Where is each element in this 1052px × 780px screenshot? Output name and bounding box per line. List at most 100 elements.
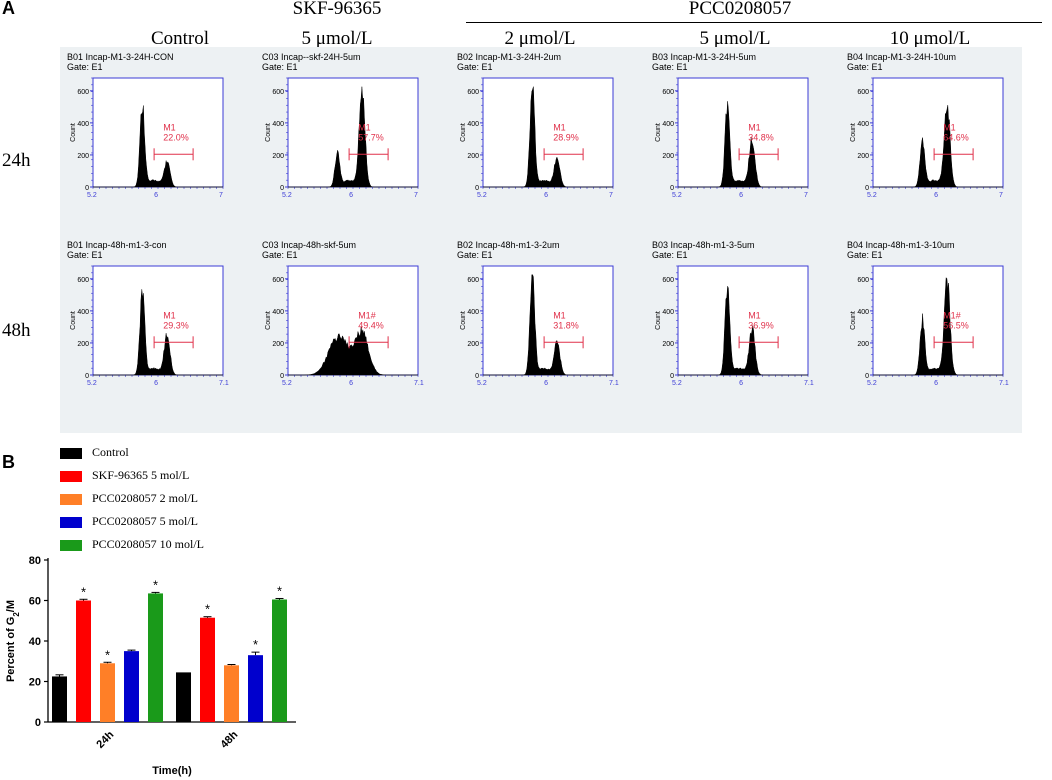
flow-panel: B02 Incap-48h-m1-3-2um Gate: E1 0 200 400 600… — [455, 240, 635, 390]
x-tick-label: 5.2 — [672, 380, 682, 387]
x-tick-label: 7 — [804, 192, 808, 199]
x-tick-label: 5.2 — [282, 192, 292, 199]
histogram-area — [483, 86, 613, 188]
pcc-group-line — [466, 22, 1042, 23]
bar — [124, 651, 139, 722]
flow-panel-gate: Gate: E1 — [652, 250, 688, 260]
y-tick-label: 600 — [662, 277, 674, 284]
legend-item-pcc-5: PCC0208057 5 mol/L — [60, 514, 204, 537]
flow-panel-gate: Gate: E1 — [652, 62, 688, 72]
x-tick-label: 6 — [349, 380, 353, 387]
flow-panel-title: C03 Incap-48h-skf-5um — [262, 240, 357, 250]
y-axis-label: Count — [655, 311, 662, 330]
bar — [176, 672, 191, 722]
gate-percent: 34.8% — [748, 132, 774, 142]
plot-frame — [92, 77, 224, 188]
histogram-area — [873, 104, 1003, 188]
y-tick-label: 400 — [272, 309, 284, 316]
gate-marker-label: M1 — [358, 122, 371, 132]
y-tick-label: 600 — [77, 277, 89, 284]
y-tick-label: 600 — [272, 277, 284, 284]
y-tick-label: 0 — [85, 185, 89, 192]
significance-mark: * — [205, 602, 210, 617]
flow-panel: C03 Incap--skf-24H-5um Gate: E1 0 200 400 600… — [260, 52, 440, 202]
plot-frame — [677, 265, 809, 376]
x-tick-label: 7.1 — [219, 380, 229, 387]
gate-percent: 28.9% — [553, 132, 579, 142]
histogram-area — [873, 277, 1003, 376]
x-category-label: 24h — [94, 729, 116, 751]
flow-panel: B03 Incap-48h-m1-3-5um Gate: E1 0 200 400 600… — [650, 240, 830, 390]
x-tick-label: 7.1 — [999, 380, 1009, 387]
histogram-area — [93, 105, 223, 188]
y-tick-label: 0 — [865, 185, 869, 192]
plot-frame — [677, 77, 809, 188]
gate-marker-label: M1 — [943, 122, 956, 132]
flow-panel-gate: Gate: E1 — [67, 62, 103, 72]
y-tick-label: 600 — [662, 89, 674, 96]
bar — [224, 665, 239, 722]
significance-mark: * — [81, 584, 86, 599]
col-label-control: Control — [150, 28, 210, 49]
gate-marker-label: M1 — [163, 310, 176, 320]
x-tick-label: 5.2 — [282, 380, 292, 387]
gate-percent: 64.6% — [943, 132, 969, 142]
flow-panel: B02 Incap-M1-3-24H-2um Gate: E1 0 200 400 600… — [455, 52, 635, 202]
col-label-pcc-2: 2 μmol/L — [504, 28, 576, 49]
bar — [148, 593, 163, 722]
flow-panel-title: B01 Incap-M1-3-24H-CON — [67, 52, 174, 62]
x-tick-label: 6 — [739, 192, 743, 199]
y-tick-label: 600 — [467, 277, 479, 284]
flow-panel-title: B04 Incap-M1-3-24H-10um — [847, 52, 957, 62]
gate-percent: 57.7% — [358, 132, 384, 142]
gate-percent: 22.0% — [163, 132, 189, 142]
x-category-label: 48h — [218, 729, 240, 751]
y-tick-label: 200 — [662, 341, 674, 348]
y-axis-label: Count — [460, 123, 467, 142]
plot-frame — [872, 265, 1004, 376]
flow-panel-gate: Gate: E1 — [67, 250, 103, 260]
y-tick-label: 200 — [77, 153, 89, 160]
y-tick-label: 200 — [857, 153, 869, 160]
y-tick-label: 400 — [467, 121, 479, 128]
significance-mark: * — [153, 577, 158, 592]
legend-item-control: Control — [60, 445, 204, 468]
y-tick-label: 0 — [670, 373, 674, 380]
y-tick-label: 400 — [467, 309, 479, 316]
gate-percent: 31.8% — [553, 320, 579, 330]
gate-marker-label: M1 — [553, 310, 566, 320]
legend-item-skf: SKF-96365 5 mol/L — [60, 468, 204, 491]
flow-panel-gate: Gate: E1 — [847, 250, 883, 260]
y-tick-label: 400 — [272, 121, 284, 128]
x-tick-label: 5.2 — [867, 380, 877, 387]
y-tick-label: 600 — [77, 89, 89, 96]
x-tick-label: 7 — [609, 192, 613, 199]
bar — [100, 663, 115, 722]
y-tick-label: 400 — [77, 121, 89, 128]
bar — [272, 599, 287, 722]
panel-b-letter: B — [2, 452, 15, 472]
y-tick-label: 0 — [85, 373, 89, 380]
flow-panel-title: B03 Incap-M1-3-24H-5um — [652, 52, 757, 62]
y-tick-label: 200 — [467, 153, 479, 160]
y-tick-label: 600 — [272, 89, 284, 96]
x-tick-label: 6 — [544, 192, 548, 199]
y-tick-label: 200 — [272, 153, 284, 160]
x-tick-label: 7.1 — [414, 380, 424, 387]
x-tick-label: 7.1 — [804, 380, 814, 387]
y-tick-label: 80 — [29, 555, 41, 567]
y-tick-label: 20 — [29, 677, 41, 689]
gate-marker-label: M1 — [748, 122, 761, 132]
panel-a-letter: A — [2, 0, 15, 18]
x-tick-label: 6 — [349, 192, 353, 199]
gate-marker-label: M1 — [163, 122, 176, 132]
x-tick-label: 7.1 — [609, 380, 619, 387]
flow-panel-title: B01 Incap-48h-m1-3-con — [67, 240, 167, 250]
gate-percent: 49.4% — [358, 320, 384, 330]
x-tick-label: 7 — [414, 192, 418, 199]
